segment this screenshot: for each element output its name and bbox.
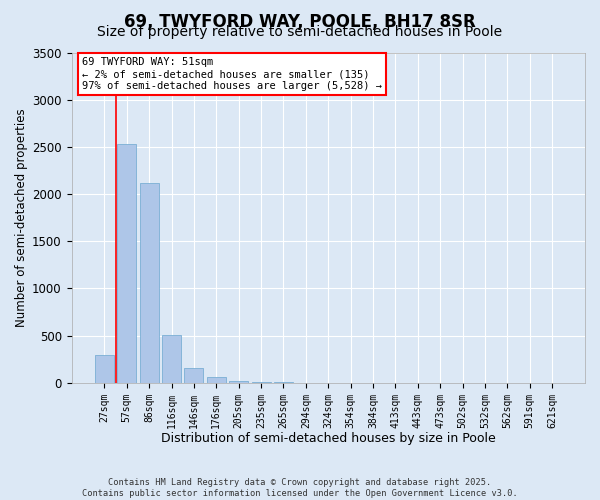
Bar xyxy=(184,368,203,383)
Bar xyxy=(162,334,181,383)
Text: Contains HM Land Registry data © Crown copyright and database right 2025.
Contai: Contains HM Land Registry data © Crown c… xyxy=(82,478,518,498)
Y-axis label: Number of semi-detached properties: Number of semi-detached properties xyxy=(15,108,28,327)
Text: 69, TWYFORD WAY, POOLE, BH17 8SR: 69, TWYFORD WAY, POOLE, BH17 8SR xyxy=(124,12,476,30)
Bar xyxy=(140,183,158,383)
Bar xyxy=(251,382,271,383)
Text: Size of property relative to semi-detached houses in Poole: Size of property relative to semi-detach… xyxy=(97,25,503,39)
X-axis label: Distribution of semi-detached houses by size in Poole: Distribution of semi-detached houses by … xyxy=(161,432,496,445)
Bar xyxy=(117,144,136,383)
Bar xyxy=(207,377,226,383)
Bar xyxy=(229,381,248,383)
Text: 69 TWYFORD WAY: 51sqm
← 2% of semi-detached houses are smaller (135)
97% of semi: 69 TWYFORD WAY: 51sqm ← 2% of semi-detac… xyxy=(82,58,382,90)
Bar xyxy=(95,354,114,383)
